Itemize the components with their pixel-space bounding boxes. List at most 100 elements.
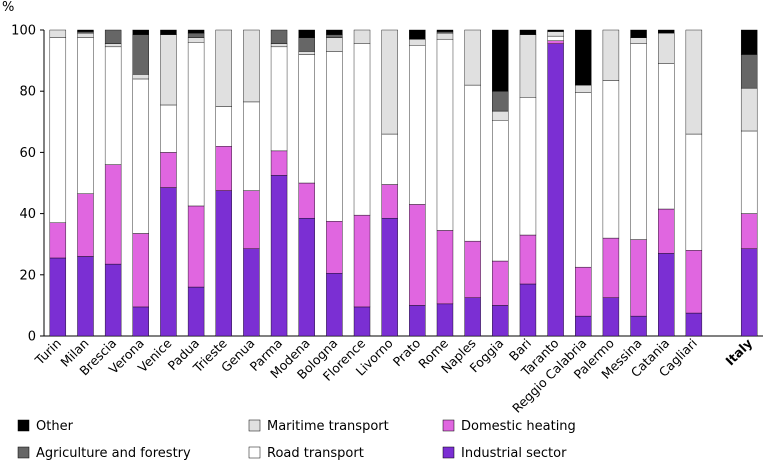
bar-segment-domestic-heating bbox=[215, 146, 232, 191]
bar-segment-maritime-transport bbox=[658, 32, 675, 64]
bar-segment-road-transport bbox=[436, 38, 454, 231]
bar-segment-maritime-transport bbox=[77, 32, 94, 38]
bar-segment-maritime-transport bbox=[575, 84, 592, 93]
bar-segment-other bbox=[658, 29, 675, 34]
bar-stack bbox=[658, 29, 675, 337]
legend-item: Domestic heating bbox=[442, 419, 576, 434]
bar-segment-maritime-transport bbox=[602, 29, 620, 81]
bar-segment-industrial-sector bbox=[77, 256, 94, 337]
bar-segment-domestic-heating bbox=[160, 152, 177, 188]
bar-stack bbox=[160, 29, 177, 337]
legend-swatch bbox=[442, 446, 455, 459]
bar-segment-maritime-transport bbox=[381, 29, 398, 135]
bar-segment-industrial-sector bbox=[298, 217, 315, 337]
bar-segment-agriculture-and-forestry bbox=[436, 31, 454, 34]
bar-segment-maritime-transport bbox=[353, 29, 371, 44]
bar-segment-domestic-heating bbox=[602, 237, 620, 298]
bar-segment-other bbox=[132, 29, 149, 35]
bar-segment-industrial-sector bbox=[104, 263, 122, 337]
bar-stack bbox=[298, 29, 315, 337]
bar-segment-road-transport bbox=[658, 63, 675, 210]
y-tick-label: 60 bbox=[19, 146, 36, 161]
bar-segment-agriculture-and-forestry bbox=[132, 34, 149, 75]
x-tick-label: Italy bbox=[722, 336, 755, 369]
bar-stack bbox=[353, 29, 371, 337]
bar-segment-road-transport bbox=[326, 51, 343, 222]
bar-segment-domestic-heating bbox=[298, 182, 315, 219]
bar-segment-industrial-sector bbox=[409, 305, 426, 337]
bar-stack bbox=[381, 29, 398, 337]
bar-segment-road-transport bbox=[243, 101, 260, 191]
bar-segment-maritime-transport bbox=[685, 29, 703, 135]
x-axis-tick-labels: TurinMilanBresciaVeronaVenicePaduaTriest… bbox=[31, 335, 755, 415]
bar-segment-industrial-sector bbox=[160, 187, 177, 337]
bar-stack bbox=[104, 29, 122, 337]
bar-segment-agriculture-and-forestry bbox=[77, 31, 94, 34]
bar-stack bbox=[409, 29, 426, 337]
bar-series-group bbox=[49, 29, 758, 337]
bar-stack bbox=[326, 29, 343, 337]
bar-segment-other bbox=[492, 29, 509, 92]
bar-segment-domestic-heating bbox=[409, 204, 426, 306]
bar-segment-road-transport bbox=[547, 35, 564, 41]
bar-segment-industrial-sector bbox=[630, 315, 647, 337]
bar-stack bbox=[630, 29, 647, 337]
bar-segment-industrial-sector bbox=[464, 297, 481, 337]
bar-segment-domestic-heating bbox=[381, 184, 398, 219]
bar-segment-road-transport bbox=[215, 106, 232, 147]
bar-segment-domestic-heating bbox=[436, 230, 454, 305]
legend-swatch bbox=[442, 419, 455, 432]
bar-segment-industrial-sector bbox=[215, 190, 232, 337]
bar-segment-industrial-sector bbox=[519, 283, 537, 337]
bar-segment-agriculture-and-forestry bbox=[187, 32, 205, 38]
bar-segment-maritime-transport bbox=[187, 37, 205, 43]
bar-segment-road-transport bbox=[49, 37, 67, 223]
legend-label: Other bbox=[36, 419, 74, 434]
bar-segment-domestic-heating bbox=[353, 214, 371, 308]
bar-segment-other bbox=[77, 29, 94, 32]
bar-segment-road-transport bbox=[298, 54, 315, 184]
bar-segment-maritime-transport bbox=[464, 29, 481, 86]
bar-segment-domestic-heating bbox=[740, 213, 758, 249]
bar-stack bbox=[464, 29, 481, 337]
legend-label: Agriculture and forestry bbox=[36, 446, 191, 461]
bar-stack bbox=[187, 29, 205, 337]
bar-stack bbox=[436, 29, 454, 337]
bar-segment-maritime-transport bbox=[243, 29, 260, 103]
bar-stack bbox=[602, 29, 620, 337]
bar-segment-road-transport bbox=[132, 78, 149, 234]
bar-segment-domestic-heating bbox=[492, 260, 509, 306]
legend-label: Industrial sector bbox=[461, 446, 567, 461]
bar-segment-road-transport bbox=[353, 43, 371, 216]
bar-segment-road-transport bbox=[77, 37, 94, 194]
bar-stack bbox=[519, 29, 537, 337]
legend-swatch bbox=[17, 419, 30, 432]
bar-segment-other bbox=[160, 29, 177, 35]
legend-label: Maritime transport bbox=[267, 419, 389, 434]
bar-segment-industrial-sector bbox=[49, 257, 67, 337]
bar-segment-maritime-transport bbox=[547, 31, 564, 37]
bar-segment-domestic-heating bbox=[77, 193, 94, 257]
bar-segment-road-transport bbox=[104, 46, 122, 165]
bar-segment-domestic-heating bbox=[270, 150, 288, 176]
legend: Other Maritime transport Domestic heating A… bbox=[17, 419, 576, 461]
bar-segment-industrial-sector bbox=[492, 305, 509, 337]
bar-segment-agriculture-and-forestry bbox=[298, 37, 315, 52]
bar-segment-maritime-transport bbox=[132, 74, 149, 80]
bar-segment-other bbox=[740, 29, 758, 55]
y-tick-label: 20 bbox=[19, 268, 36, 283]
bar-segment-domestic-heating bbox=[243, 190, 260, 249]
bar-segment-other bbox=[436, 29, 454, 32]
bar-segment-road-transport bbox=[160, 104, 177, 153]
bar-segment-maritime-transport bbox=[326, 37, 343, 52]
bar-segment-industrial-sector bbox=[381, 217, 398, 337]
bar-segment-domestic-heating bbox=[547, 40, 564, 44]
bar-segment-agriculture-and-forestry bbox=[740, 54, 758, 89]
bar-segment-industrial-sector bbox=[326, 273, 343, 337]
bar-segment-road-transport bbox=[740, 130, 758, 214]
bar-stack bbox=[685, 29, 703, 337]
bar-segment-industrial-sector bbox=[270, 175, 288, 337]
bar-segment-industrial-sector bbox=[602, 297, 620, 337]
bar-segment-domestic-heating bbox=[104, 164, 122, 265]
